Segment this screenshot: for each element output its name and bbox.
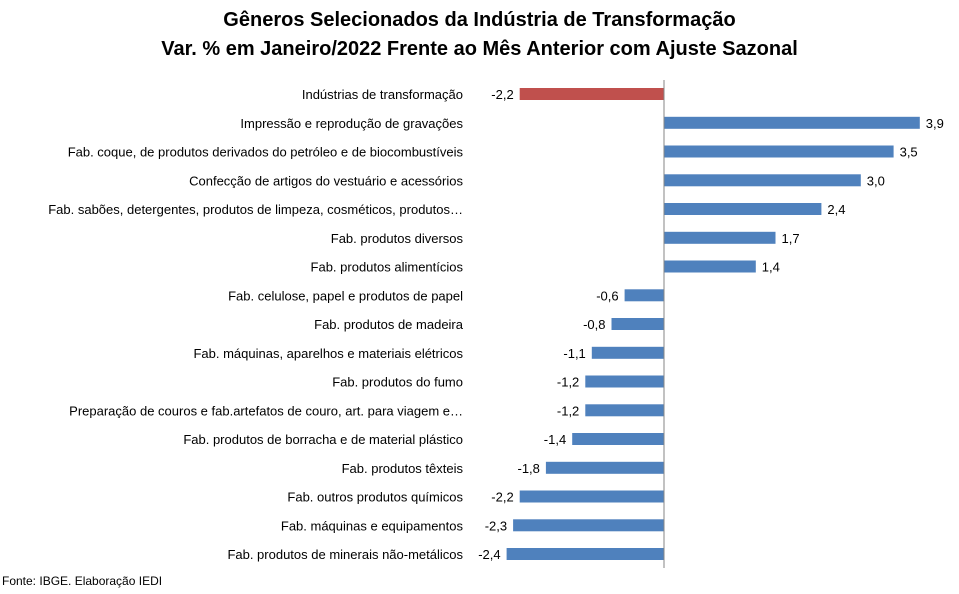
bar [664,203,822,215]
bar [611,318,664,330]
bar [591,346,664,359]
data-label: 3,0 [867,173,885,188]
data-label: -0,8 [583,317,605,332]
category-label: Preparação de couros e fab.artefatos de … [69,403,463,418]
category-label: Fab. produtos de minerais não-metálicos [227,547,463,562]
bar [664,174,861,187]
chart-title: Gêneros Selecionados da Indústria de Tra… [0,6,959,64]
data-label: -2,4 [478,547,500,562]
bar [506,548,664,560]
category-label: Confecção de artigos do vestuário e aces… [189,173,463,188]
bar [624,289,664,302]
data-label: -2,3 [485,518,507,533]
data-label: -2,2 [491,87,513,102]
category-label: Fab. outros produtos químicos [287,490,463,505]
data-label: -1,2 [557,403,579,418]
category-label: Fab. sabões, detergentes, produtos de li… [48,202,463,217]
category-label: Fab. produtos alimentícios [311,260,464,275]
category-label: Fab. produtos de madeira [314,317,464,332]
bar [545,461,664,474]
bar [664,145,894,158]
category-label: Fab. celulose, papel e produtos de papel [228,288,463,303]
data-label: -1,4 [544,432,566,447]
category-label: Indústrias de transformação [302,87,463,102]
category-label: Fab. produtos têxteis [342,461,464,476]
data-label: 1,7 [782,231,800,246]
bar [519,490,664,503]
bar [664,231,776,244]
bar [513,519,664,532]
bar [572,433,664,445]
data-label: 1,4 [762,260,780,275]
category-label: Fab. produtos do fumo [332,375,463,390]
chart-title-line-2: Var. % em Janeiro/2022 Frente ao Mês Ant… [161,38,798,60]
bar [585,375,664,388]
data-label: -1,2 [557,375,579,390]
category-label: Fab. coque, de produtos derivados do pet… [68,145,464,160]
data-label: 3,5 [900,145,918,160]
category-label: Fab. máquinas e equipamentos [281,518,464,533]
bar [664,260,756,273]
source-note: Fonte: IBGE. Elaboração IEDI [2,574,163,588]
chart-title-line-1: Gêneros Selecionados da Indústria de Tra… [223,9,736,31]
bar [664,116,920,129]
category-label: Fab. máquinas, aparelhos e materiais elé… [193,346,463,361]
category-label: Fab. produtos diversos [331,231,464,246]
data-label: -0,6 [596,288,618,303]
data-label: 3,9 [926,116,944,131]
data-label: -1,8 [517,461,539,476]
bar [519,88,664,100]
category-label: Fab. produtos de borracha e de material … [183,432,463,447]
data-label: 2,4 [827,202,845,217]
category-label: Impressão e reprodução de gravações [240,116,463,131]
data-label: -1,1 [563,346,585,361]
data-label: -2,2 [491,490,513,505]
bar [585,404,664,417]
